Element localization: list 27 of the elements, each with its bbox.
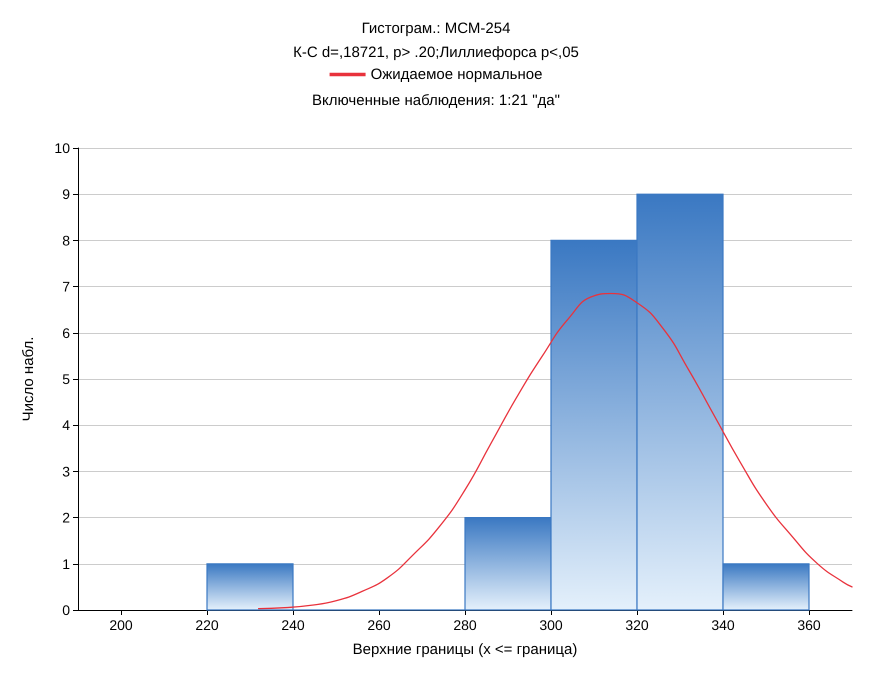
y-tick-label: 5 <box>62 371 70 387</box>
x-tick-label: 340 <box>711 617 735 633</box>
x-tick-label: 220 <box>195 617 219 633</box>
legend-label: Ожидаемое нормальное <box>370 66 542 83</box>
y-tick-label: 9 <box>62 186 70 202</box>
y-tick-label: 7 <box>62 278 70 295</box>
text: Включенные наблюдения: 1:21 "да" <box>312 92 560 109</box>
x-tick-label: 360 <box>797 617 821 633</box>
y-tick-label: 4 <box>62 417 70 434</box>
x-tick-label: 240 <box>281 617 305 633</box>
y-tick-label: 8 <box>62 232 70 248</box>
y-tick-label: 6 <box>62 324 70 341</box>
y-tick-label: 10 <box>54 140 70 156</box>
x-tick-label: 300 <box>539 617 563 633</box>
chart-title: Гистограм.: МСМ-254 <box>362 20 510 37</box>
y-tick-label: 1 <box>62 556 70 572</box>
x-axis-title: Верхние границы (x <= граница) <box>352 641 578 658</box>
y-tick-label: 3 <box>62 463 70 480</box>
x-tick-label: 280 <box>453 617 477 633</box>
y-tick-label: 2 <box>62 510 70 526</box>
line-series <box>258 292 853 610</box>
x-tick-label: 320 <box>625 617 649 633</box>
y-axis-title: Число набл. <box>20 336 37 422</box>
y-tick-label: 0 <box>62 602 70 618</box>
x-tick-label: 260 <box>367 617 391 633</box>
chart-subtitle: К-С d=,18721, p> .20;Лиллиефорса p<,05 <box>293 44 579 61</box>
x-tick-label: 200 <box>109 617 133 633</box>
